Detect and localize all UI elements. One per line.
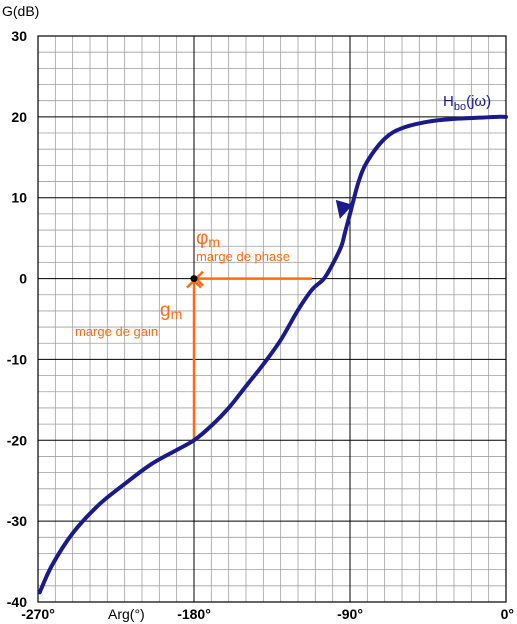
- x-tick-label: 0°: [501, 606, 514, 622]
- y-tick-label: 20: [11, 109, 27, 125]
- y-axis-title: G(dB): [2, 3, 39, 19]
- x-tick-label: -90°: [337, 606, 363, 622]
- tick-labels: 30 20 10 0 -10 -20 -30 -40-270° -180° -90° 0°: [7, 28, 514, 622]
- plot-frame: [37, 35, 507, 603]
- x-tick-label: -180°: [177, 606, 211, 622]
- y-tick-label: -40: [7, 594, 27, 610]
- y-tick-label: 30: [11, 28, 27, 44]
- series-hbo-curve: [37, 114, 508, 595]
- gain-margin-text: marge de gain: [75, 324, 158, 339]
- y-tick-label: 0: [19, 271, 27, 287]
- gain-margin-symbol: gm: [160, 300, 182, 322]
- y-tick-label: -10: [7, 351, 27, 367]
- phase-margin-symbol: φm: [196, 228, 220, 250]
- critical-point: [190, 275, 198, 283]
- x-axis-title: Arg(°): [108, 606, 145, 622]
- y-tick-label: -30: [7, 513, 27, 529]
- grid-major: [37, 35, 507, 603]
- curve-label: Hbo(jω): [443, 93, 491, 113]
- y-tick-label: 10: [11, 190, 27, 206]
- x-tick-label: -270°: [21, 606, 55, 622]
- phase-margin-text: marge de phase: [196, 249, 290, 264]
- y-tick-label: -20: [7, 432, 27, 448]
- curve-direction-arrow: [335, 199, 353, 219]
